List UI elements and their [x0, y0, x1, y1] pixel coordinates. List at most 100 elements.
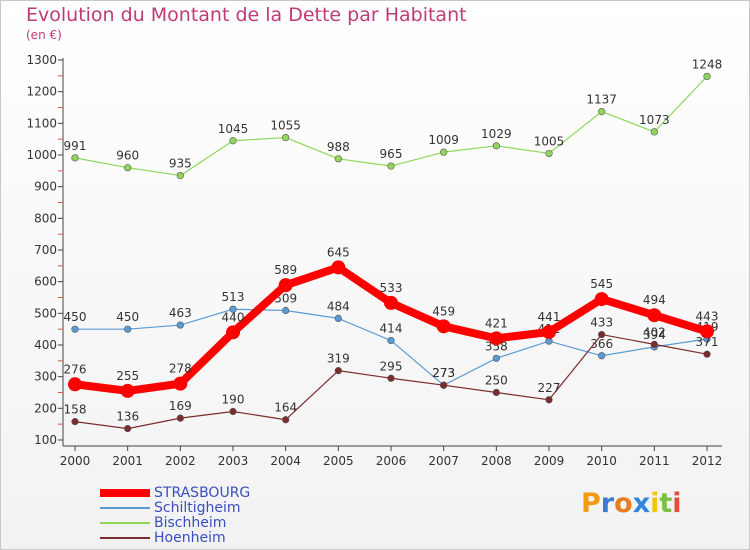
data-point: [703, 350, 711, 358]
data-point: [436, 319, 451, 334]
logo-letter: x: [632, 488, 651, 519]
data-point: [440, 148, 448, 156]
data-label: 965: [380, 147, 403, 161]
data-label: 463: [169, 306, 192, 320]
y-tick-label: 900: [34, 180, 57, 194]
data-point: [387, 374, 395, 382]
data-label: 169: [169, 399, 192, 413]
data-label: 371: [696, 335, 719, 349]
data-point: [650, 128, 658, 136]
data-label: 273: [432, 366, 455, 380]
data-point: [334, 367, 342, 375]
data-label: 991: [64, 139, 87, 153]
data-label: 935: [169, 157, 192, 171]
data-label: 319: [327, 352, 350, 366]
data-point: [492, 142, 500, 150]
data-point: [68, 377, 82, 392]
data-point: [282, 416, 290, 424]
chart-title: Evolution du Montant de la Dette par Hab…: [26, 4, 467, 26]
data-point: [124, 325, 132, 333]
x-tick-label: 2012: [692, 454, 723, 468]
logo-letter: i: [650, 488, 660, 519]
data-point: [598, 352, 606, 360]
data-label: 589: [274, 263, 297, 277]
legend-swatch: [100, 537, 150, 539]
data-label: 402: [643, 325, 666, 339]
data-point: [124, 425, 132, 433]
data-label: 1073: [639, 113, 670, 127]
legend-swatch: [100, 507, 150, 509]
data-label: 358: [485, 339, 508, 353]
data-point: [176, 171, 184, 180]
x-tick-label: 2001: [112, 454, 143, 468]
logo-letter: i: [672, 488, 682, 519]
data-point: [334, 155, 342, 163]
data-point: [229, 407, 237, 416]
data-label: 545: [590, 277, 613, 291]
data-point: [384, 295, 398, 310]
y-tick-label: 1200: [26, 85, 57, 99]
data-label: 645: [327, 245, 350, 259]
x-tick-label: 2000: [60, 454, 91, 468]
data-point: [542, 325, 556, 340]
data-point: [650, 340, 658, 348]
data-label: 190: [222, 393, 245, 407]
legend-label: Hoenheim: [154, 530, 226, 546]
data-point: [700, 324, 714, 339]
data-label: 273: [432, 366, 455, 380]
y-tick-label: 200: [34, 401, 57, 415]
data-point: [489, 331, 504, 346]
data-label: 278: [169, 362, 192, 376]
data-label: 513: [222, 290, 245, 304]
data-label: 1055: [270, 119, 301, 133]
data-point: [229, 305, 237, 313]
data-point: [71, 154, 79, 162]
data-point: [176, 414, 184, 422]
data-point: [331, 260, 346, 275]
data-label: 136: [116, 410, 139, 424]
data-point: [278, 278, 293, 293]
x-tick-label: 2003: [218, 454, 249, 468]
data-label: 366: [590, 337, 613, 351]
x-tick-label: 2004: [270, 454, 301, 468]
data-label: 255: [116, 369, 139, 383]
y-tick-label: 400: [34, 338, 57, 352]
y-tick-label: 700: [34, 243, 57, 257]
data-point: [173, 376, 188, 391]
data-point: [492, 354, 500, 362]
data-label: 414: [380, 322, 403, 336]
x-tick-label: 2006: [376, 454, 407, 468]
legend-swatch: [100, 522, 150, 524]
data-point: [334, 314, 342, 323]
logo-letter: o: [614, 488, 633, 519]
data-label: 1005: [534, 134, 565, 148]
x-tick-label: 2005: [323, 454, 354, 468]
data-point: [282, 133, 290, 142]
data-point: [703, 72, 711, 81]
data-point: [71, 418, 79, 426]
data-point: [545, 396, 553, 404]
logo-letter: t: [659, 488, 673, 519]
data-point: [229, 137, 237, 145]
data-point: [226, 325, 240, 340]
data-label: 988: [327, 140, 350, 154]
data-point: [647, 308, 662, 323]
y-tick-label: 1100: [26, 116, 57, 130]
logo-letter: r: [600, 488, 615, 519]
data-label: 1137: [586, 93, 617, 107]
data-label: 450: [64, 310, 87, 324]
y-tick-label: 1000: [26, 148, 57, 162]
legend-label: STRASBOURG: [154, 485, 251, 501]
data-label: 433: [590, 316, 613, 330]
data-label: 158: [64, 403, 87, 417]
data-label: 960: [116, 149, 139, 163]
data-point: [176, 321, 184, 329]
x-tick-label: 2008: [481, 454, 512, 468]
data-label: 440: [222, 310, 245, 324]
y-tick-label: 100: [34, 433, 57, 447]
data-point: [545, 149, 553, 158]
data-label: 164: [274, 401, 297, 415]
data-label: 250: [485, 374, 508, 388]
data-label: 533: [380, 281, 403, 295]
